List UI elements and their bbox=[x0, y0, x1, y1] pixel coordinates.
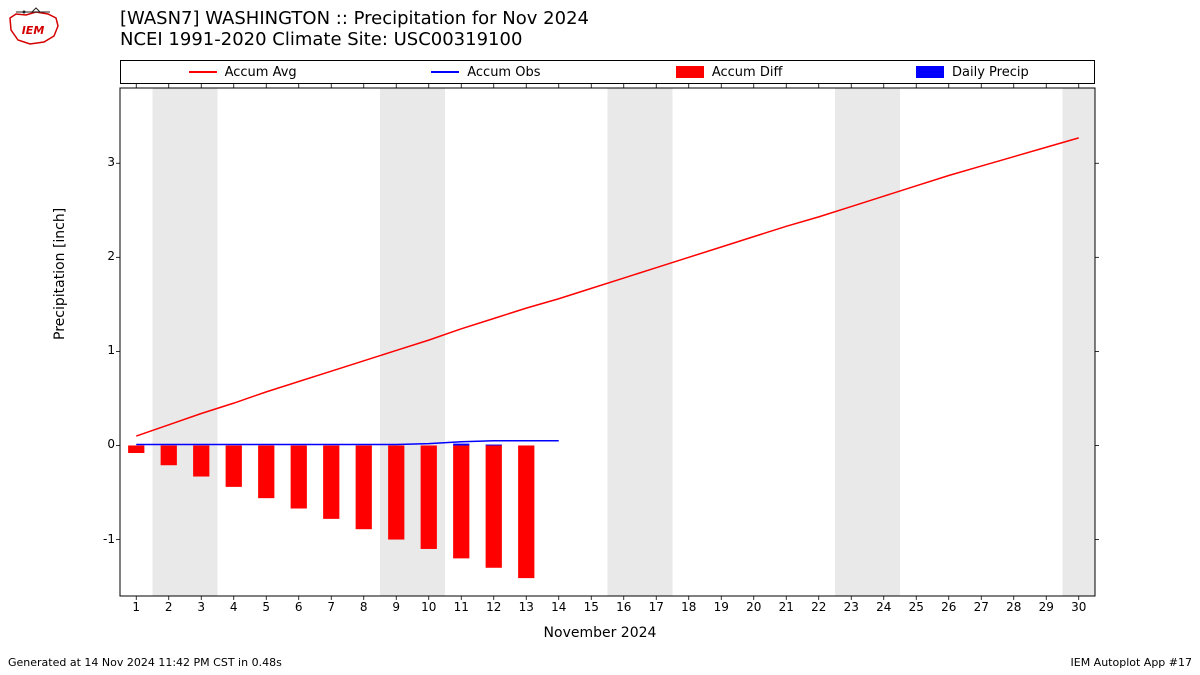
x-tick-label: 11 bbox=[454, 600, 469, 614]
footer-generated: Generated at 14 Nov 2024 11:42 PM CST in… bbox=[8, 656, 282, 669]
x-tick-label: 4 bbox=[230, 600, 238, 614]
x-tick-label: 18 bbox=[681, 600, 696, 614]
x-tick-label: 20 bbox=[746, 600, 761, 614]
x-tick-label: 12 bbox=[486, 600, 501, 614]
x-tick-label: 27 bbox=[974, 600, 989, 614]
x-tick-label: 5 bbox=[262, 600, 270, 614]
x-tick-label: 16 bbox=[616, 600, 631, 614]
x-tick-label: 23 bbox=[844, 600, 859, 614]
y-tick-label: 3 bbox=[85, 155, 115, 169]
x-tick-label: 9 bbox=[392, 600, 400, 614]
x-tick-label: 29 bbox=[1039, 600, 1054, 614]
x-tick-label: 14 bbox=[551, 600, 566, 614]
x-tick-label: 13 bbox=[519, 600, 534, 614]
x-tick-label: 7 bbox=[327, 600, 335, 614]
x-tick-label: 25 bbox=[909, 600, 924, 614]
x-tick-label: 2 bbox=[165, 600, 173, 614]
x-tick-label: 24 bbox=[876, 600, 891, 614]
y-tick-label: 0 bbox=[85, 437, 115, 451]
x-tick-label: 17 bbox=[649, 600, 664, 614]
x-tick-label: 1 bbox=[132, 600, 140, 614]
x-tick-label: 8 bbox=[360, 600, 368, 614]
x-axis-label: November 2024 bbox=[0, 625, 1200, 641]
y-axis-label: Precipitation [inch] bbox=[52, 208, 68, 340]
x-tick-label: 28 bbox=[1006, 600, 1021, 614]
footer-app: IEM Autoplot App #17 bbox=[1071, 656, 1193, 669]
y-tick-label: -1 bbox=[85, 532, 115, 546]
x-tick-label: 19 bbox=[714, 600, 729, 614]
precip-chart bbox=[0, 0, 1200, 675]
x-tick-label: 21 bbox=[779, 600, 794, 614]
x-tick-label: 6 bbox=[295, 600, 303, 614]
y-tick-label: 2 bbox=[85, 249, 115, 263]
x-tick-label: 22 bbox=[811, 600, 826, 614]
x-tick-label: 26 bbox=[941, 600, 956, 614]
y-tick-label: 1 bbox=[85, 343, 115, 357]
x-tick-label: 3 bbox=[197, 600, 205, 614]
x-tick-label: 30 bbox=[1071, 600, 1086, 614]
x-tick-label: 15 bbox=[584, 600, 599, 614]
x-tick-label: 10 bbox=[421, 600, 436, 614]
